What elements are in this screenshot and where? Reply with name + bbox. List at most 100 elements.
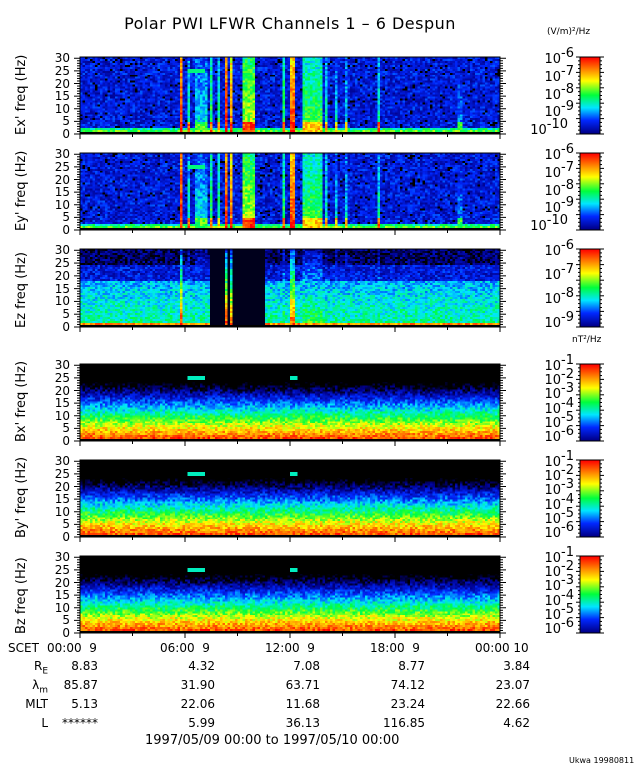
colorbar-tick-label: 10-7 bbox=[544, 63, 574, 85]
colorbar-exponent: -7 bbox=[561, 63, 574, 79]
colorbar bbox=[580, 364, 600, 441]
time-range-label: 1997/05/09 00:00 to 1997/05/10 00:00 bbox=[145, 733, 400, 748]
y-tick-label: 30 bbox=[54, 454, 70, 469]
colorbar-tick-label: 10-3 bbox=[544, 573, 574, 595]
colorbar bbox=[580, 153, 600, 230]
colorbar-tick-label: 10-9 bbox=[544, 195, 574, 217]
colorbar-tick-label: 10-2 bbox=[544, 559, 574, 581]
y-tick-label: 30 bbox=[54, 358, 70, 373]
ephemeris-value: 5.13 bbox=[71, 697, 98, 711]
y-tick-label: 0 bbox=[62, 223, 70, 237]
spectrogram-image bbox=[80, 460, 500, 537]
y-tick-label: 0 bbox=[62, 434, 70, 448]
colorbar-exponent: -2 bbox=[561, 367, 574, 383]
ephemeris-value: 31.90 bbox=[180, 678, 215, 692]
colorbar-exponent: -9 bbox=[561, 310, 574, 325]
y-tick-label: 30 bbox=[54, 243, 70, 258]
b-units-label: nT²/Hz bbox=[572, 335, 602, 345]
x-tick-label: 00:00 9 bbox=[47, 641, 97, 655]
colorbar-ticks bbox=[576, 555, 604, 634]
y-tick-label: 5 bbox=[62, 114, 70, 129]
colorbar-exponent: -10 bbox=[546, 117, 568, 132]
colorbar-ticks bbox=[576, 248, 604, 328]
colorbar-tick-label: 10-1 bbox=[544, 545, 574, 566]
chart-title: Polar PWI LFWR Channels 1 – 6 Despun bbox=[124, 14, 456, 33]
y-tick-label: 20 bbox=[54, 268, 70, 283]
y-tick-label: 10 bbox=[54, 197, 70, 212]
ephemeris-value: 11.68 bbox=[285, 697, 320, 711]
panel-axes bbox=[74, 555, 506, 638]
ephemeris-value: 8.77 bbox=[398, 659, 425, 673]
y-axis-label: Bx' freq (Hz) bbox=[14, 360, 29, 442]
ephemeris-value: 74.12 bbox=[390, 678, 425, 692]
ephemeris-value: 63.71 bbox=[285, 678, 320, 692]
colorbar-exponent: -3 bbox=[561, 573, 574, 589]
colorbar-tick-label: 10-8 bbox=[544, 286, 574, 307]
colorbar-tick-label: 10-2 bbox=[544, 367, 574, 389]
ephemeris-value: 8.83 bbox=[71, 659, 98, 673]
y-tick-label: 25 bbox=[54, 466, 70, 481]
y-tick-label: 5 bbox=[62, 517, 70, 532]
ephemeris-label: L bbox=[4, 716, 48, 730]
colorbar-tick-label: 10-5 bbox=[544, 505, 574, 527]
y-tick-label: 30 bbox=[54, 550, 70, 565]
y-tick-label: 15 bbox=[54, 492, 70, 507]
ephemeris-label: RE bbox=[4, 659, 48, 676]
y-tick-label: 25 bbox=[54, 256, 70, 271]
y-tick-label: 25 bbox=[54, 562, 70, 577]
colorbar-exponent: -7 bbox=[561, 159, 574, 175]
colorbar-exponent: -9 bbox=[561, 195, 574, 211]
colorbar-exponent: -10 bbox=[546, 213, 568, 228]
colorbar-tick-label: 10-6 bbox=[544, 142, 574, 163]
y-tick-label: 10 bbox=[54, 600, 70, 615]
colorbar-exponent: -7 bbox=[561, 262, 574, 277]
ephemeris-value: 23.07 bbox=[495, 678, 530, 692]
colorbar-tick-label: 10-6 bbox=[544, 424, 574, 445]
spectrogram-image bbox=[80, 556, 500, 633]
y-tick-label: 20 bbox=[54, 172, 70, 187]
y-axis-label: Ey' freq (Hz) bbox=[14, 150, 29, 231]
spectrogram-image bbox=[80, 57, 500, 134]
y-tick-label: 15 bbox=[54, 396, 70, 411]
panel-axes bbox=[74, 363, 506, 446]
ephemeris-label-text: MLT bbox=[25, 697, 48, 711]
colorbar-exponent: -1 bbox=[561, 545, 574, 560]
colorbar-tick-label: 10-2 bbox=[544, 463, 574, 485]
y-tick-label: 0 bbox=[62, 320, 70, 334]
colorbar-tick-label: 10-8 bbox=[544, 177, 574, 199]
ephemeris-label: λm bbox=[4, 678, 48, 695]
x-tick-label: 12:00 9 bbox=[265, 641, 315, 655]
colorbar-exponent: -4 bbox=[561, 587, 574, 603]
ephemeris-value: 4.32 bbox=[188, 659, 215, 673]
x-tick-label: 00:00 10 bbox=[475, 641, 529, 655]
ephemeris-value: 3.84 bbox=[503, 659, 530, 673]
colorbar-ticks bbox=[576, 363, 604, 442]
colorbar-tick-label: 10-5 bbox=[544, 601, 574, 623]
colorbar-exponent: -6 bbox=[561, 238, 574, 253]
colorbar-tick-label: 10-4 bbox=[544, 491, 574, 513]
y-tick-label: 15 bbox=[54, 89, 70, 104]
y-tick-label: 25 bbox=[54, 63, 70, 78]
ephemeris-label-text: λ bbox=[32, 678, 40, 692]
ephemeris-value: 5.99 bbox=[188, 716, 215, 730]
colorbar-exponent: -3 bbox=[561, 381, 574, 397]
colorbar-exponent: -5 bbox=[561, 601, 574, 617]
colorbar-tick-label: 10-10 bbox=[530, 117, 568, 138]
y-tick-label: 10 bbox=[54, 101, 70, 116]
y-tick-label: 20 bbox=[54, 575, 70, 590]
colorbar-exponent: -4 bbox=[561, 395, 574, 411]
y-axis-label: Bz freq (Hz) bbox=[14, 557, 29, 634]
colorbar-tick-label: 10-6 bbox=[544, 46, 574, 67]
colorbar-exponent: -2 bbox=[561, 559, 574, 575]
colorbar-exponent: -6 bbox=[561, 616, 574, 631]
colorbar bbox=[580, 460, 600, 537]
y-tick-label: 30 bbox=[54, 51, 70, 66]
ephemeris-value: 36.13 bbox=[285, 716, 320, 730]
colorbar-ticks bbox=[576, 152, 604, 231]
y-tick-label: 15 bbox=[54, 185, 70, 200]
colorbar-tick-label: 10-4 bbox=[544, 395, 574, 417]
y-tick-label: 15 bbox=[54, 588, 70, 603]
colorbar-exponent: -6 bbox=[561, 520, 574, 535]
colorbar-ticks bbox=[576, 56, 604, 135]
y-tick-label: 5 bbox=[62, 307, 70, 322]
